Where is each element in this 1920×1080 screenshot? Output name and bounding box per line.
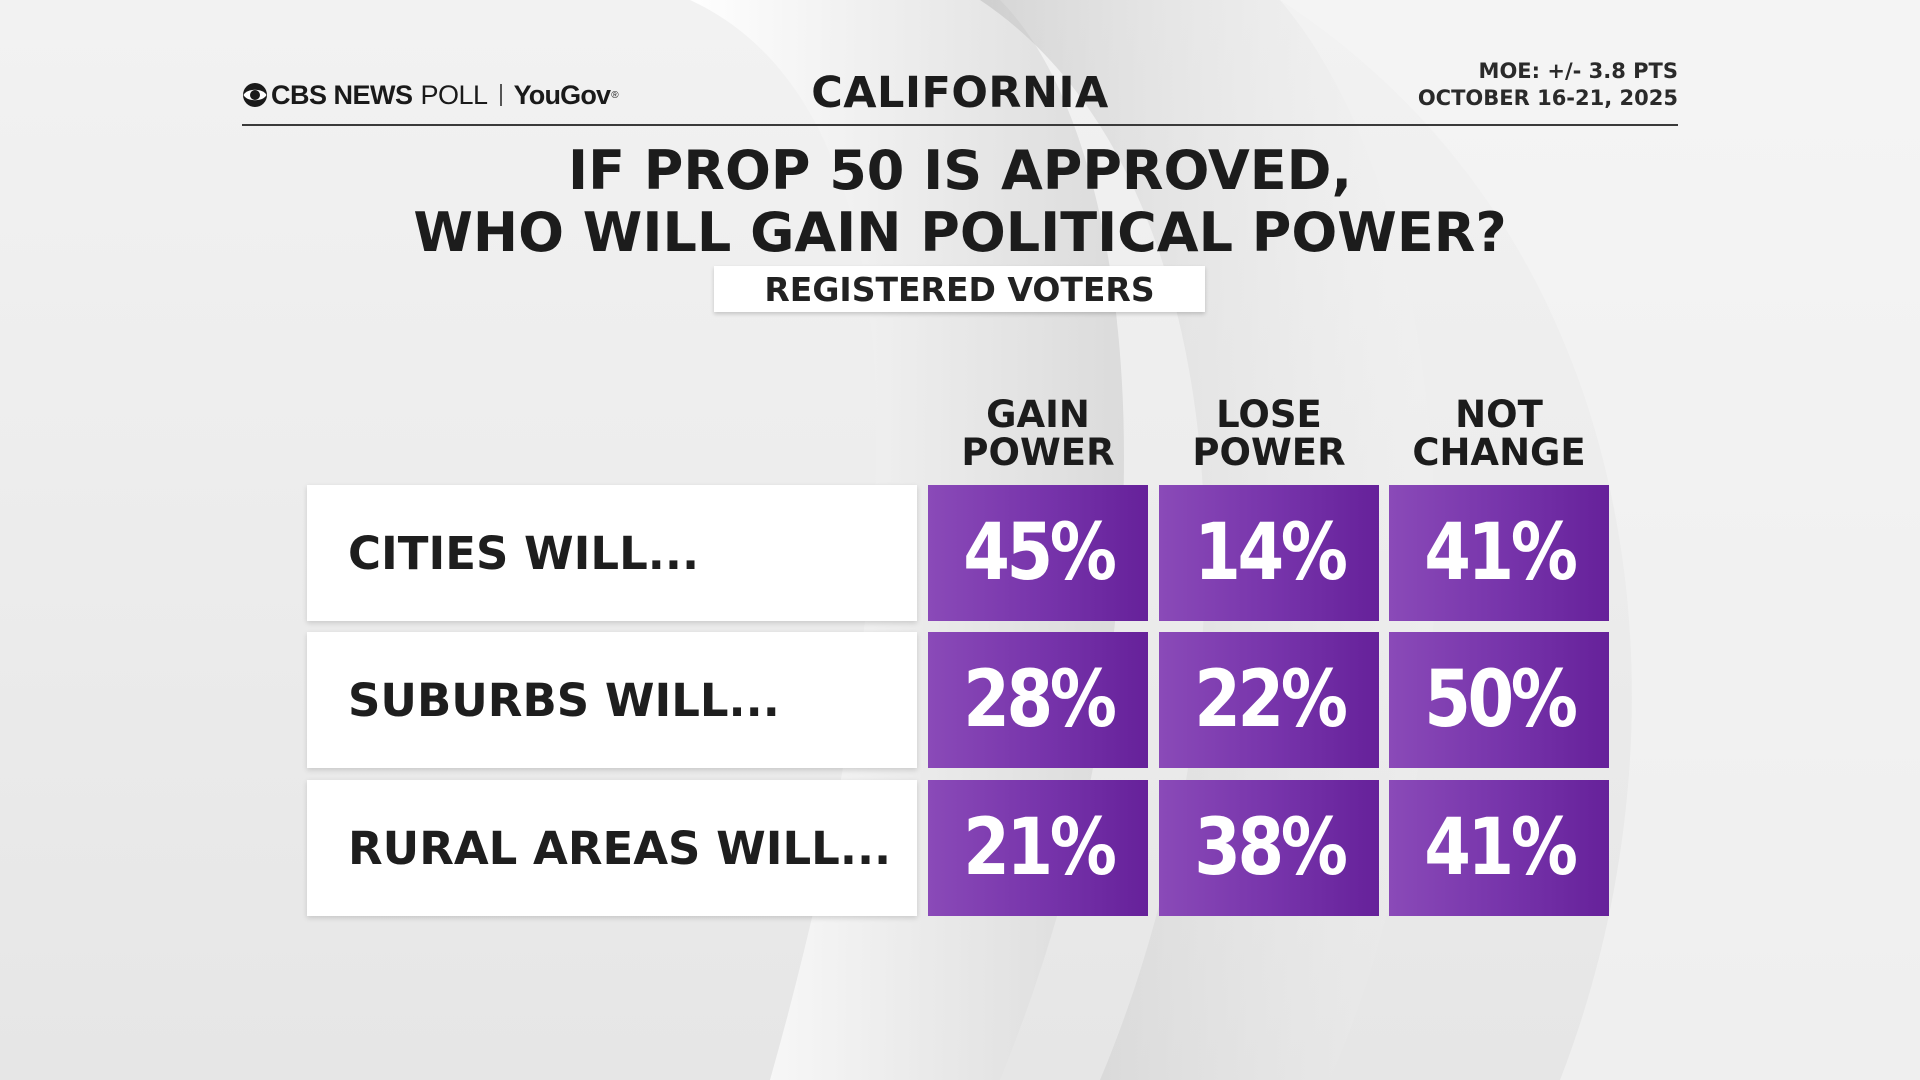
cell-value: 28%	[962, 655, 1117, 745]
column-header-lose-power: LOSE POWER	[1159, 396, 1379, 472]
row-label-text: RURAL AREAS WILL...	[348, 821, 892, 875]
cell-cities-gain: 45%	[928, 485, 1148, 621]
question-line-1: IF PROP 50 IS APPROVED,	[568, 139, 1352, 202]
column-header-gain-power: GAIN POWER	[928, 396, 1148, 472]
cell-rural-not-change: 41%	[1389, 780, 1609, 916]
cell-rural-gain: 21%	[928, 780, 1148, 916]
cell-suburbs-lose: 22%	[1159, 632, 1379, 768]
field-dates: OCTOBER 16-21, 2025	[1417, 86, 1678, 110]
column-header-not-change: NOT CHANGE	[1389, 396, 1609, 472]
cell-value: 50%	[1423, 655, 1578, 745]
column-header-line: GAIN	[986, 393, 1090, 436]
row-label-cities: CITIES WILL...	[307, 485, 917, 621]
logo-yougov: YouGov	[513, 79, 612, 110]
cell-value: 41%	[1423, 508, 1578, 598]
poll-meta: MOE: +/- 3.8 PTS OCTOBER 16-21, 2025	[1418, 58, 1678, 112]
subgroup-badge: REGISTERED VOTERS	[714, 266, 1205, 312]
column-header-line: POWER	[961, 431, 1115, 474]
cell-suburbs-gain: 28%	[928, 632, 1148, 768]
logo-registered-mark: ®	[611, 89, 619, 101]
subgroup-label: REGISTERED VOTERS	[764, 269, 1155, 309]
logo-poll: POLL	[420, 79, 489, 110]
cell-value: 45%	[962, 508, 1117, 598]
cell-value: 22%	[1193, 655, 1348, 745]
column-header-line: CHANGE	[1412, 431, 1586, 474]
row-label-text: CITIES WILL...	[348, 526, 700, 580]
cbs-eye-icon	[243, 83, 267, 107]
cell-value: 41%	[1423, 803, 1578, 893]
cell-value: 14%	[1193, 508, 1348, 598]
logo-cbs-news: CBS NEWS	[271, 79, 413, 110]
column-header-line: NOT	[1455, 393, 1543, 436]
row-label-suburbs: SUBURBS WILL...	[307, 632, 917, 768]
cell-suburbs-not-change: 50%	[1389, 632, 1609, 768]
cell-cities-lose: 14%	[1159, 485, 1379, 621]
margin-of-error: MOE: +/- 3.8 PTS	[1478, 59, 1678, 83]
question-line-2: WHO WILL GAIN POLITICAL POWER?	[413, 201, 1507, 264]
row-label-rural-areas: RURAL AREAS WILL...	[307, 780, 917, 916]
cell-value: 38%	[1193, 803, 1348, 893]
cell-cities-not-change: 41%	[1389, 485, 1609, 621]
cell-value: 21%	[962, 803, 1117, 893]
header-bar: CBS NEWS POLL YouGov ® CALIFORNIA MOE: +…	[242, 58, 1678, 126]
column-header-line: LOSE	[1216, 393, 1322, 436]
cbs-yougov-logo: CBS NEWS POLL YouGov ®	[242, 79, 619, 110]
question-title: IF PROP 50 IS APPROVED, WHO WILL GAIN PO…	[0, 140, 1920, 264]
state-title: CALIFORNIA	[811, 68, 1109, 118]
row-label-text: SUBURBS WILL...	[348, 673, 780, 727]
cell-rural-lose: 38%	[1159, 780, 1379, 916]
logo-divider	[499, 84, 502, 106]
column-header-line: POWER	[1192, 431, 1346, 474]
